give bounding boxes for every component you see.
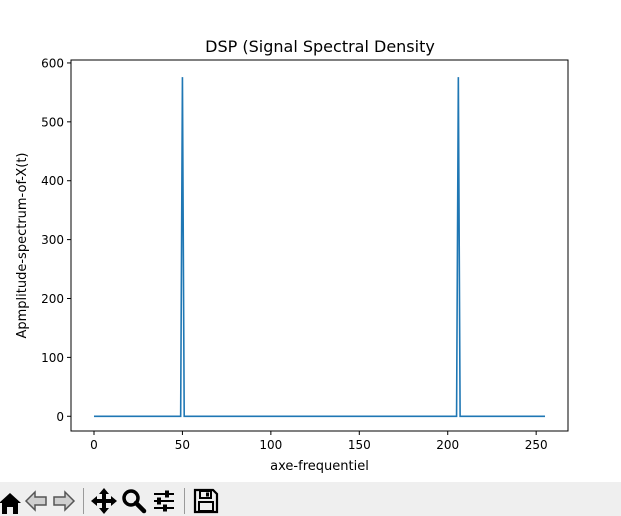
toolbar-separator: [184, 488, 185, 514]
zoom-button[interactable]: [119, 486, 149, 516]
chart: DSP (Signal Spectral Density 0 50 100 150 20…: [15, 37, 569, 474]
home-icon: [0, 493, 21, 514]
x-tick-label: 200: [436, 438, 459, 452]
navigation-toolbar: [0, 482, 621, 516]
pan-icon: [91, 488, 117, 514]
pan-button[interactable]: [89, 486, 119, 516]
y-tick-label: 0: [56, 410, 64, 424]
x-tick-label: 100: [259, 438, 282, 452]
y-tick-label: 300: [41, 233, 64, 247]
axes-frame: [70, 59, 569, 432]
chart-title: DSP (Signal Spectral Density: [205, 37, 435, 56]
x-tick-label: 50: [175, 438, 190, 452]
y-tick-label: 100: [41, 351, 64, 365]
zoom-icon: [122, 489, 147, 514]
x-tick-label: 150: [348, 438, 371, 452]
x-tick-label: 250: [525, 438, 548, 452]
back-button[interactable]: [22, 486, 50, 516]
x-axis-label: axe-frequentiel: [270, 459, 369, 474]
configure-subplots-button[interactable]: [149, 486, 179, 516]
back-arrow-icon: [24, 490, 47, 512]
y-tick-label: 600: [41, 56, 64, 70]
save-button[interactable]: [190, 486, 222, 516]
figure: DSP (Signal Spectral Density 0 50 100 150 20…: [15, 37, 569, 474]
forward-arrow-icon: [53, 490, 76, 512]
y-axis-label: Apmplitude-spectrum-of-X(t): [15, 152, 30, 338]
sliders-icon: [154, 490, 174, 512]
floppy-disk-icon: [193, 488, 219, 514]
home-button[interactable]: [0, 486, 22, 516]
toolbar-separator: [83, 488, 84, 514]
y-tick-label: 400: [41, 174, 64, 188]
series-line: [93, 77, 546, 418]
y-tick-label: 500: [41, 115, 64, 129]
y-tick-label: 200: [41, 292, 64, 306]
x-tick-label: 0: [90, 438, 98, 452]
forward-button[interactable]: [50, 486, 78, 516]
